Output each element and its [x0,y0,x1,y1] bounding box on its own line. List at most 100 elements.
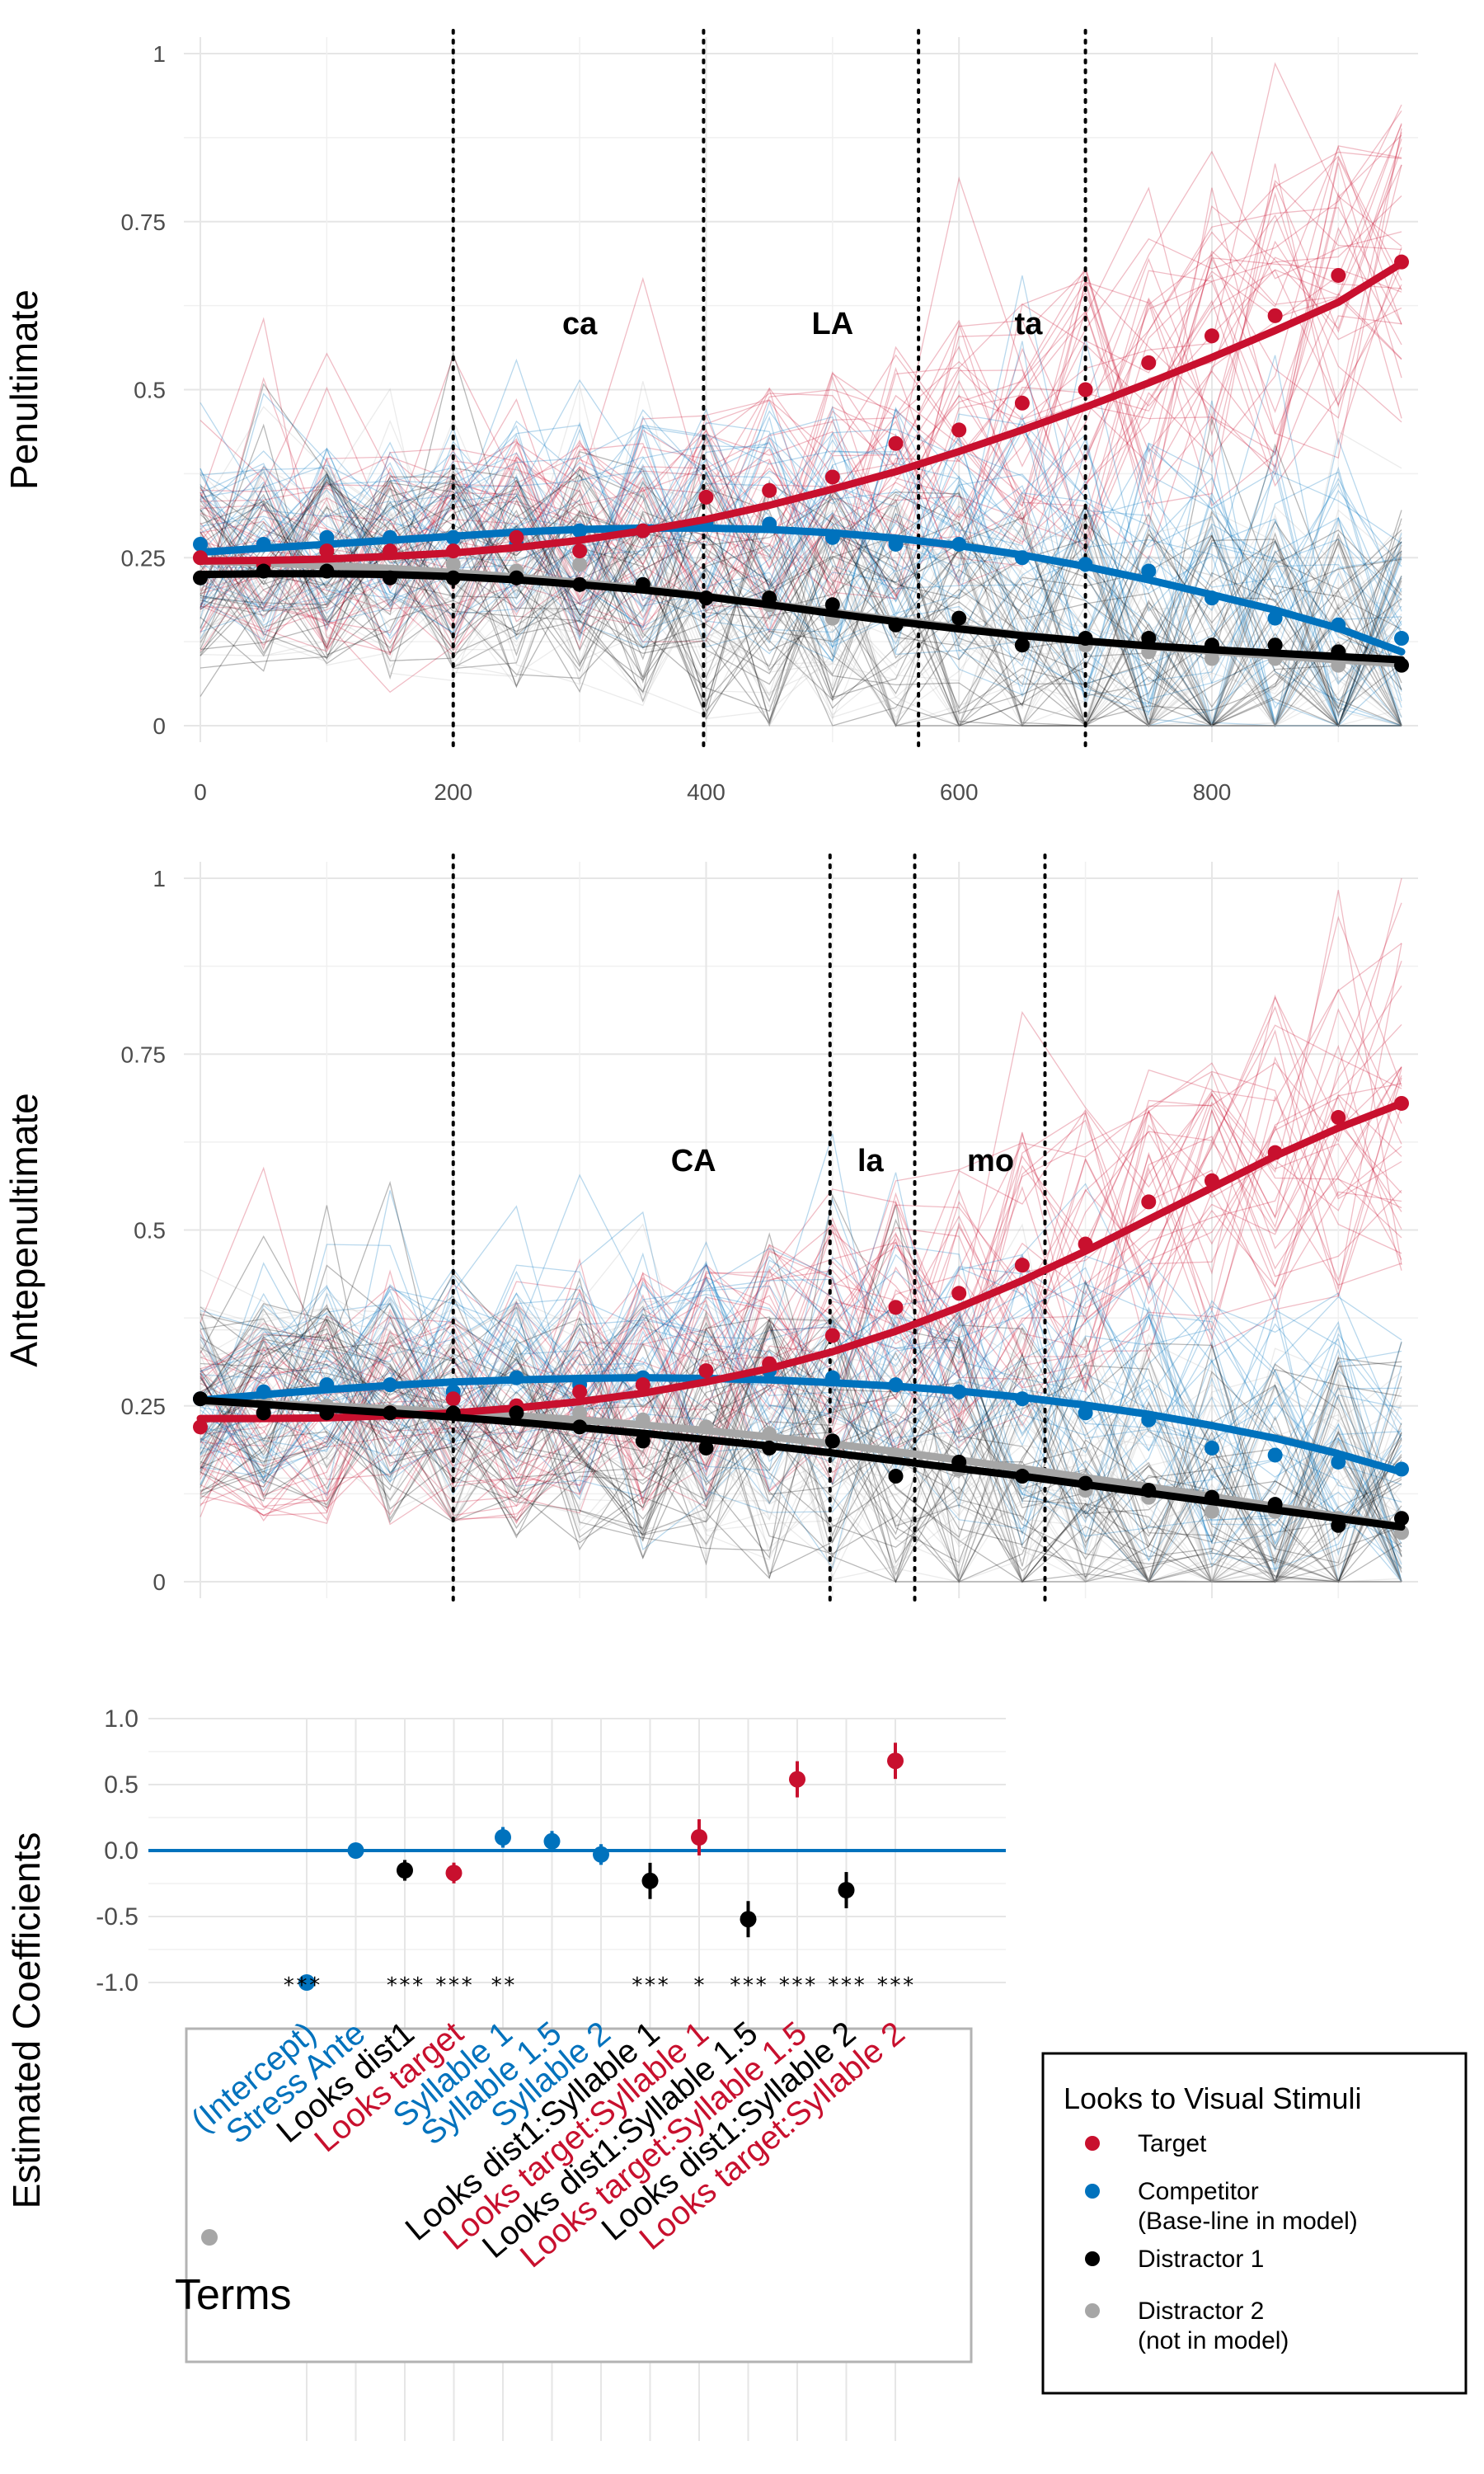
terms-key-point [201,2229,218,2246]
participant-line [200,1252,1402,1583]
antepenultimate-panel: 0 0.25 0.5 0.75 1 Antepenultimate CA la mo [2,854,1418,1606]
participant-line [200,1172,1402,1556]
participant-line [200,476,1402,727]
participant-line [200,1318,1402,1583]
mean-point-distractor-1 [193,570,208,586]
mean-point-target [951,422,967,438]
participant-line [200,1307,1402,1583]
participant-line [200,406,1402,727]
participant-line [200,421,1402,727]
mean-point-competitor [1394,631,1409,647]
mean-point-competitor [572,523,588,539]
mean-point-distractor-1 [1078,631,1093,647]
coefficient-point [740,1911,757,1928]
participant-line [200,475,1402,727]
coefficient-point [543,1832,561,1850]
participant-line [200,493,1402,727]
participant-line [200,1274,1402,1583]
fit-line-competitor [196,1374,1406,1476]
mean-point-competitor [1141,563,1157,579]
y-axis-label: Antepenultimate [2,1093,45,1366]
mean-point-target [1204,328,1219,344]
participant-line [200,472,1402,727]
legend-item-label: Distractor 2 [1138,2298,1264,2325]
mean-point-distractor-1 [509,1405,524,1421]
participant-line [200,482,1402,727]
x-tick-label: 400 [687,779,726,805]
participant-line [200,155,1402,650]
participant-line [200,123,1402,616]
participant-line [200,1005,1402,1496]
syllable-label: LA [812,307,854,341]
participant-line [200,1319,1402,1582]
y-tick-label: -1.0 [96,1969,139,1997]
participant-line [200,1101,1402,1496]
participant-line [200,145,1402,653]
mean-point-distractor-2 [635,1412,650,1427]
legend-item-label: Competitor [1138,2178,1259,2205]
participant-line [200,1298,1402,1583]
mean-point-competitor [1331,1454,1346,1470]
mean-point-target [1078,382,1093,397]
participant-line [200,428,1402,728]
coefficient-point [347,1842,364,1859]
mean-point-distractor-1 [445,1405,461,1421]
legend-item-label: (not in model) [1138,2327,1289,2354]
participant-line [200,477,1402,727]
participant-line [200,433,1402,709]
mean-point-target [951,1286,967,1301]
participant-line [200,1056,1402,1488]
y-tick-label: -0.5 [96,1903,139,1931]
participant-line [200,487,1402,727]
y-tick-label: 1.0 [104,1705,139,1733]
participant-line [200,407,1402,703]
mean-point-competitor [888,1377,904,1393]
participant-line [200,163,1402,694]
participant-line [200,1197,1402,1497]
mean-point-distractor-1 [1267,1497,1283,1512]
participant-line [200,1321,1402,1583]
mean-point-competitor [1204,590,1219,606]
mean-point-distractor-1 [1141,631,1157,647]
mean-point-distractor-1 [1394,657,1409,673]
mean-point-distractor-1 [824,1433,840,1449]
participant-line [200,960,1402,1525]
participant-line [200,487,1402,727]
y-tick-label: 0.25 [121,1394,167,1419]
mean-point-target [1078,1236,1093,1252]
participant-line [200,381,1402,727]
mean-point-competitor [951,536,967,552]
participant-line [200,509,1402,727]
legend-key [1085,2303,1100,2318]
participant-line [200,1298,1402,1522]
y-tick-label: 1 [153,41,166,67]
participant-line [200,1075,1402,1522]
mean-point-target [1141,1194,1157,1210]
mean-point-distractor-1 [256,563,271,579]
participant-line [200,1244,1402,1583]
mean-point-target [824,469,840,485]
participant-line [200,1205,1402,1568]
participant-line [200,473,1402,727]
participant-line [200,491,1402,727]
y-axis-label: Penultimate [2,289,45,490]
participant-line [200,1325,1402,1583]
mean-point-distractor-1 [1204,637,1219,653]
y-tick-label: 0.75 [121,1042,167,1067]
participant-line [200,1303,1402,1583]
mean-point-distractor-1 [383,1405,398,1421]
mean-point-target [698,489,714,505]
participant-line [200,1068,1402,1466]
participant-line [200,1300,1402,1583]
participant-line [200,1304,1402,1583]
mean-point-distractor-1 [888,1469,904,1484]
participant-line [200,420,1402,727]
mean-point-distractor-2 [445,557,461,572]
mean-point-distractor-1 [383,570,398,586]
participant-line [200,1270,1402,1545]
mean-point-competitor [762,516,777,532]
mean-point-competitor [1267,1447,1283,1463]
mean-point-distractor-2 [1204,1503,1219,1519]
mean-point-target [824,1328,840,1343]
